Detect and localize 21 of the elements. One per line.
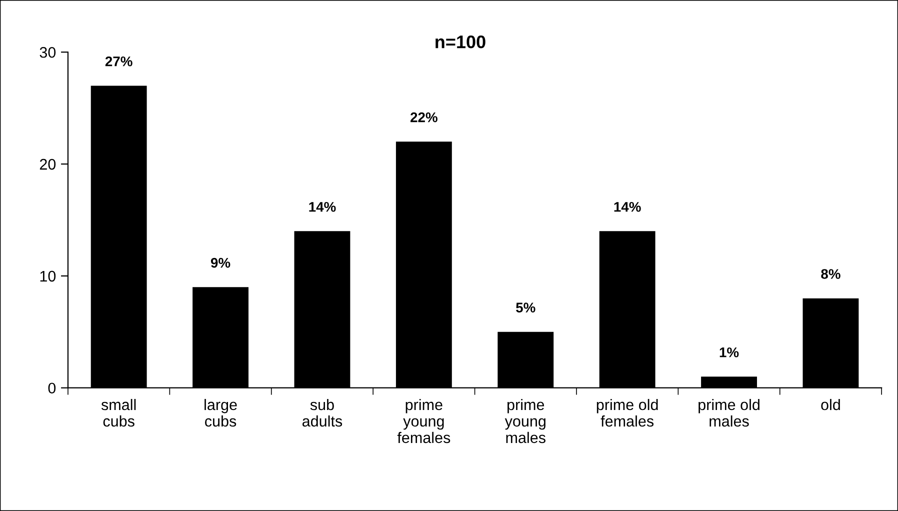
data-label: 9% xyxy=(210,258,230,268)
x-tick-label: small cubs xyxy=(101,398,136,427)
x-tick-label: prime old females xyxy=(596,398,658,427)
data-label: 22% xyxy=(410,112,438,122)
x-tick-label: large cubs xyxy=(204,398,237,427)
data-label: 8% xyxy=(821,269,840,279)
x-tick-label: prime old males xyxy=(698,398,760,427)
data-label: 14% xyxy=(614,202,641,212)
y-tick-label: 20 xyxy=(40,158,56,170)
y-tick-label: 0 xyxy=(48,382,56,394)
data-label: 5% xyxy=(516,302,536,312)
data-label: 14% xyxy=(309,202,336,212)
x-tick-label: sub adults xyxy=(302,398,342,427)
x-tick-label: prime young females xyxy=(397,398,450,444)
chart-title: n=100 xyxy=(436,35,486,48)
data-label: 27% xyxy=(105,56,132,66)
y-tick-label: 30 xyxy=(40,46,56,58)
data-label: 1% xyxy=(720,347,739,358)
y-tick-label: 10 xyxy=(40,270,56,282)
x-tick-label: prime young males xyxy=(504,398,546,444)
x-tick-label: old xyxy=(821,398,840,410)
